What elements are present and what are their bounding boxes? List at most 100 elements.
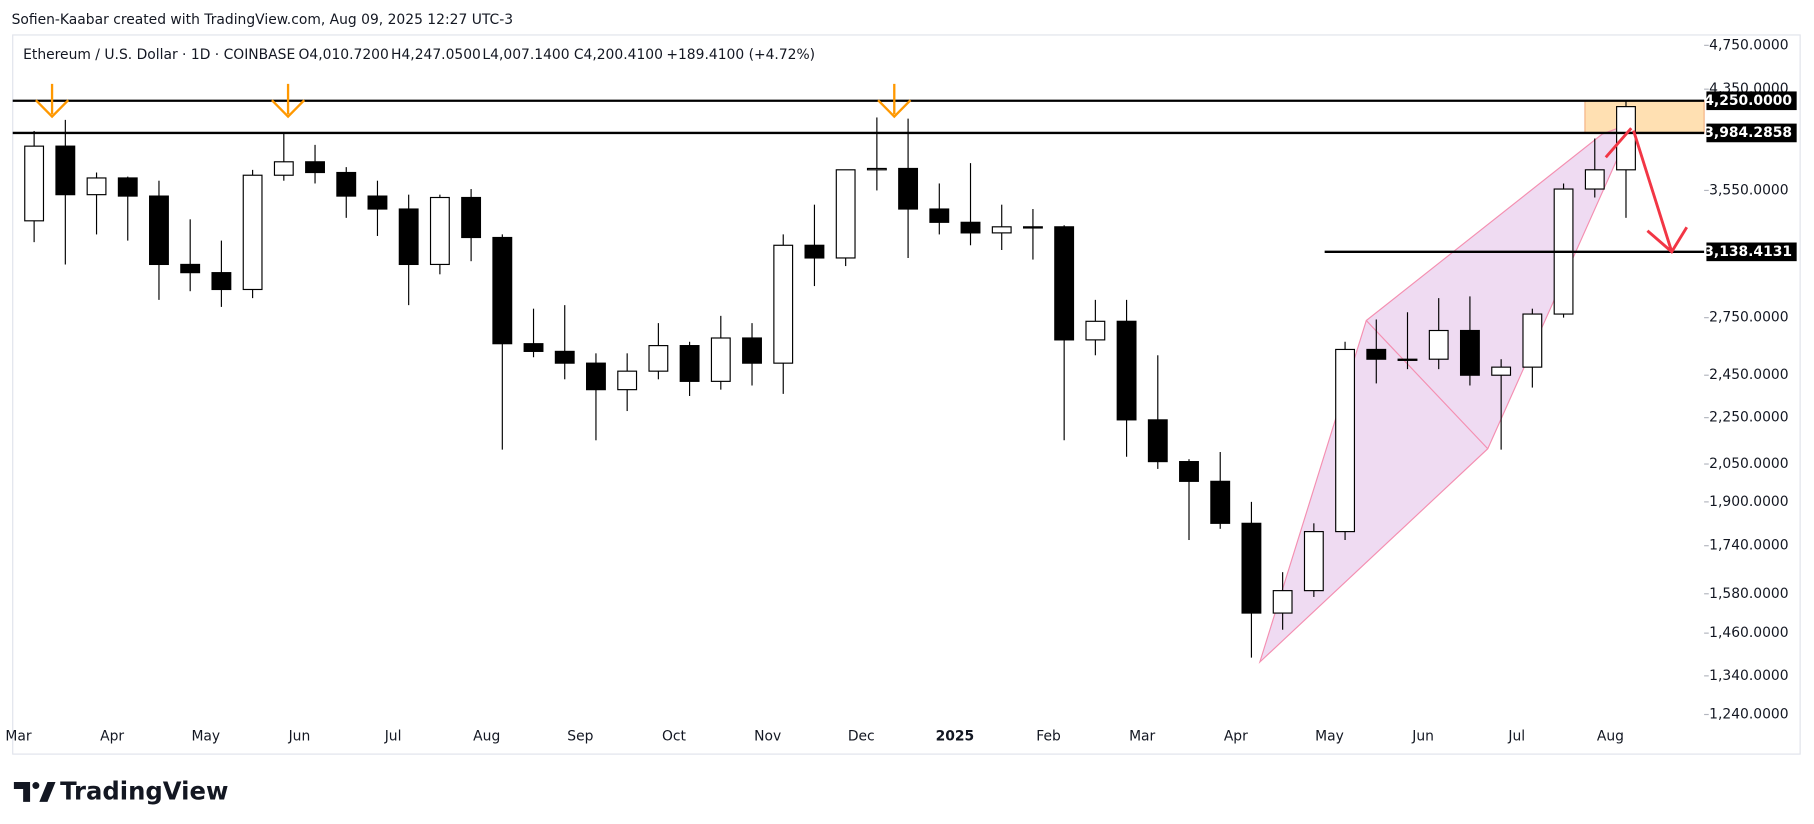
candle-body bbox=[398, 208, 419, 266]
pattern-edge bbox=[1365, 320, 1489, 450]
projection-up bbox=[1604, 127, 1633, 159]
y-tick-label: 2,250.0000 bbox=[1709, 410, 1788, 426]
y-tick-label: 2,450.0000 bbox=[1709, 367, 1788, 383]
candle-body bbox=[710, 337, 731, 382]
brand-logo bbox=[13, 782, 56, 802]
candle-body bbox=[211, 272, 232, 291]
candle-body bbox=[554, 350, 575, 364]
candle-body bbox=[1616, 106, 1636, 171]
candle-body bbox=[1584, 169, 1605, 190]
candle-body bbox=[1335, 348, 1356, 533]
candle-body bbox=[242, 174, 263, 291]
candle-body bbox=[960, 221, 981, 234]
level-label-box bbox=[1706, 123, 1797, 143]
y-tick-label: 1,740.0000 bbox=[1709, 538, 1788, 554]
candle-body bbox=[648, 345, 669, 372]
x-tick-label: Apr bbox=[1224, 729, 1248, 745]
candle-body bbox=[273, 161, 294, 176]
candle-body bbox=[1022, 226, 1043, 229]
x-tick-label: Oct bbox=[662, 729, 687, 745]
candle-body bbox=[461, 196, 482, 239]
candle-body bbox=[492, 236, 513, 345]
level-label-box bbox=[1706, 91, 1797, 111]
candle-body bbox=[617, 370, 638, 391]
candle-body bbox=[1459, 329, 1480, 376]
x-tick-label: Nov bbox=[754, 729, 781, 745]
candle-body bbox=[149, 195, 169, 266]
x-tick-label: Jul bbox=[1507, 729, 1525, 745]
level-label: 3,984.2858 bbox=[1704, 125, 1792, 141]
x-tick-label: Sep bbox=[567, 729, 593, 745]
y-tick-label: 1,340.0000 bbox=[1709, 668, 1788, 684]
y-tick-label: 1,240.0000 bbox=[1709, 706, 1788, 722]
y-tick-label: 2,050.0000 bbox=[1709, 456, 1788, 472]
top-marker bbox=[877, 83, 912, 119]
legend-close: C4,200.4100 bbox=[574, 47, 663, 63]
candle-body bbox=[835, 169, 856, 259]
legend-low: L4,007.1400 bbox=[482, 47, 569, 63]
level-label: 4,250.0000 bbox=[1704, 93, 1792, 109]
candle-body bbox=[523, 343, 544, 352]
chart-frame bbox=[12, 34, 1801, 755]
candle-body bbox=[773, 244, 794, 364]
candle-body bbox=[929, 208, 950, 223]
x-tick-label: Feb bbox=[1036, 729, 1061, 745]
candle-body bbox=[1522, 313, 1543, 368]
x-tick-label: Jun bbox=[1411, 729, 1434, 745]
credit: Sofien-Kaabar created with TradingView.c… bbox=[12, 12, 513, 28]
y-tick-label: 2,750.0000 bbox=[1709, 310, 1788, 326]
candle-body bbox=[1147, 419, 1168, 463]
candle-body bbox=[1085, 320, 1106, 341]
candle-body bbox=[1491, 366, 1512, 376]
level-label-box bbox=[1706, 242, 1797, 262]
projection-arrow bbox=[1632, 130, 1688, 254]
candle-body bbox=[1303, 531, 1324, 592]
x-tick-label: Apr bbox=[100, 729, 124, 745]
y-tick-label: 4,750.0000 bbox=[1709, 37, 1788, 53]
candle-body bbox=[117, 177, 138, 197]
x-tick-label: Aug bbox=[1597, 729, 1624, 745]
legend-symbol: Ethereum / U.S. Dollar · 1D · COINBASE bbox=[23, 47, 295, 63]
candle-body bbox=[367, 195, 388, 210]
x-tick-label: Aug bbox=[473, 729, 500, 745]
candle-body bbox=[429, 196, 450, 266]
brand-name: TradingView bbox=[60, 776, 228, 805]
candle-body bbox=[180, 263, 201, 274]
candle-body bbox=[1116, 320, 1137, 421]
candle-body bbox=[86, 177, 107, 196]
candle-body bbox=[305, 161, 325, 174]
resistance-zone bbox=[1584, 100, 1705, 134]
top-marker bbox=[35, 83, 70, 119]
candle-body bbox=[866, 167, 887, 171]
legend-change: +189.4100 (+4.72%) bbox=[666, 47, 815, 63]
x-tick-label: 2025 bbox=[936, 729, 975, 745]
candle-body bbox=[336, 171, 357, 197]
candle-body bbox=[55, 145, 76, 196]
candle-body bbox=[586, 362, 606, 391]
top-marker bbox=[271, 83, 306, 119]
candle-body bbox=[1428, 329, 1449, 360]
candle-body bbox=[742, 337, 762, 364]
candle-body bbox=[898, 167, 919, 210]
candle-body bbox=[1054, 226, 1075, 341]
candle-body bbox=[1210, 480, 1231, 524]
candle-body bbox=[804, 244, 825, 259]
candle-body bbox=[991, 226, 1012, 234]
level-label: 3,138.4131 bbox=[1704, 244, 1792, 260]
candle-body bbox=[1366, 348, 1387, 360]
x-tick-label: Mar bbox=[5, 729, 31, 745]
x-tick-label: Jul bbox=[384, 729, 402, 745]
candle-body bbox=[1241, 522, 1262, 614]
y-tick-label: 1,900.0000 bbox=[1709, 494, 1788, 510]
y-tick-label: 1,580.0000 bbox=[1709, 586, 1788, 602]
y-tick-label: 1,460.0000 bbox=[1709, 625, 1788, 641]
x-tick-label: Jun bbox=[288, 729, 311, 745]
y-tick-label: 3,550.0000 bbox=[1709, 182, 1788, 198]
candle-body bbox=[1272, 590, 1293, 614]
candle-body bbox=[24, 145, 45, 222]
x-tick-label: Dec bbox=[848, 729, 875, 745]
x-tick-label: May bbox=[1315, 729, 1344, 745]
candle-body bbox=[1397, 358, 1418, 361]
candle-body bbox=[1179, 461, 1199, 482]
